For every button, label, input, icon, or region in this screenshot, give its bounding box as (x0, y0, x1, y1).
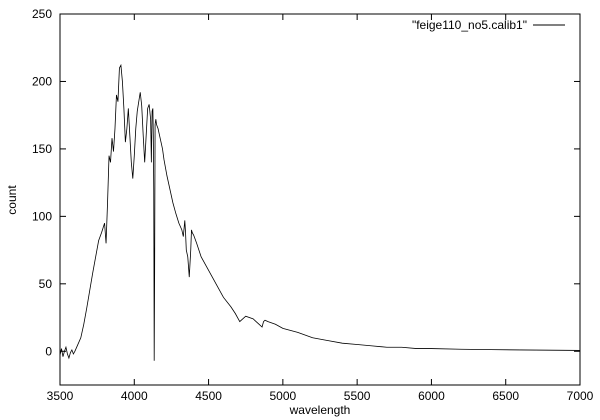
series-line (59, 63, 581, 361)
x-tick-label: 5500 (344, 389, 371, 403)
x-tick-label: 6500 (492, 389, 519, 403)
y-tick-label: 250 (32, 7, 52, 21)
x-axis-label: wavelength (289, 403, 351, 417)
y-tick-label: 200 (32, 74, 52, 88)
legend: "feige110_no5.calib1" (412, 18, 565, 32)
y-tick-label: 100 (32, 209, 52, 223)
x-axis: 3500 4000 4500 5000 5500 6000 6500 7000 (47, 14, 594, 403)
plot-frame (59, 13, 581, 386)
y-axis: 0 50 100 150 200 250 (32, 7, 580, 358)
y-tick-label: 50 (39, 277, 53, 291)
x-tick-label: 5000 (270, 389, 297, 403)
x-tick-label: 7000 (567, 389, 594, 403)
x-tick-label: 3500 (47, 389, 74, 403)
y-tick-label: 150 (32, 142, 52, 156)
x-tick-label: 4000 (121, 389, 148, 403)
y-axis-label: count (5, 185, 19, 215)
x-tick-label: 6000 (418, 389, 445, 403)
legend-label: "feige110_no5.calib1" (412, 18, 527, 32)
y-tick-label: 0 (45, 344, 52, 358)
x-tick-label: 4500 (195, 389, 222, 403)
